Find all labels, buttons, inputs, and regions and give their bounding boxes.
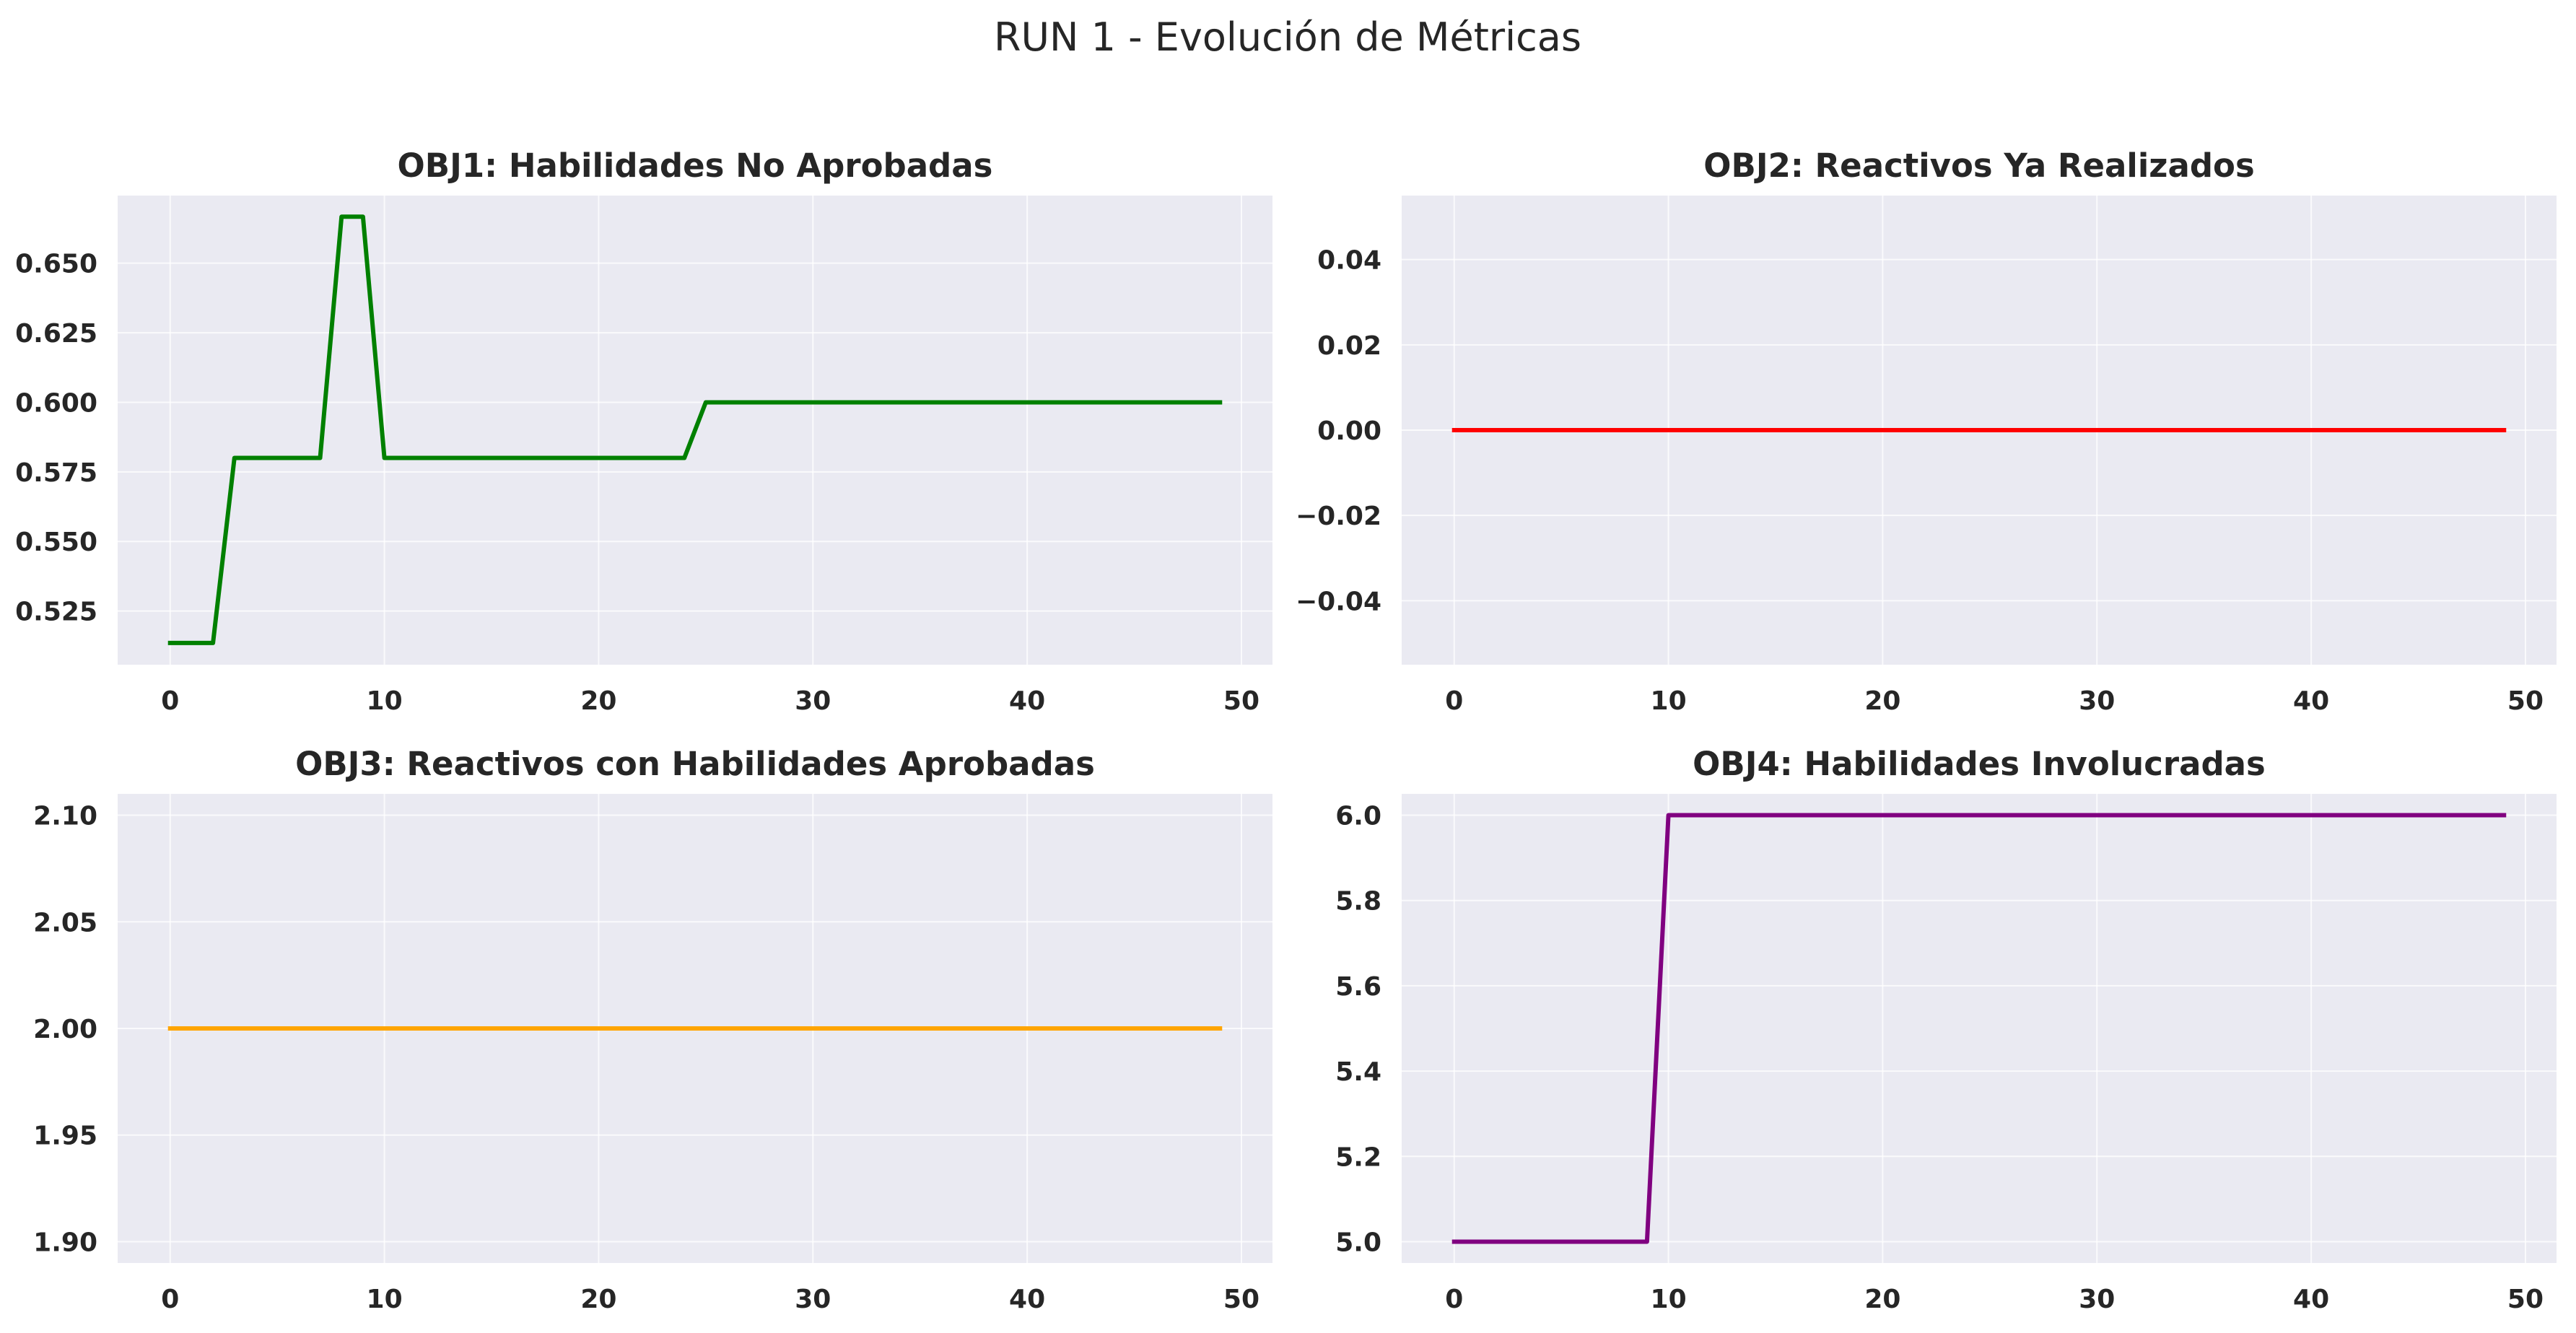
obj1-y-tick-label: 0.575 — [15, 458, 97, 488]
obj4-x-tick-label: 0 — [1445, 1285, 1463, 1314]
obj4-series-line — [1451, 813, 2507, 1244]
obj1-y-tick-label: 0.525 — [15, 598, 97, 627]
obj1-y-tick-label: 0.625 — [15, 319, 97, 349]
obj3-y-tick-label: 1.95 — [33, 1122, 97, 1151]
obj2-y-tick-label: 0.04 — [1317, 246, 1381, 276]
figure-title: RUN 1 - Evolución de Métricas — [994, 14, 1581, 60]
obj2-x-tick-label: 20 — [1864, 686, 1900, 716]
obj2-y-tick-label: −0.04 — [1296, 587, 1381, 616]
obj2-title: OBJ2: Reactivos Ya Realizados — [1703, 147, 2254, 185]
obj2-x-tick-label: 40 — [2293, 686, 2329, 716]
obj1-subplot: 0 10 20 30 40 50 0.525 0.550 0.575 0.600 0.625 0.65… — [15, 147, 1272, 716]
obj1-title: OBJ1: Habilidades No Aprobadas — [398, 147, 993, 185]
obj4-x-tick-label: 50 — [2507, 1285, 2544, 1314]
obj2-x-tick-label: 50 — [2507, 686, 2544, 716]
obj2-x-tick-label: 10 — [1651, 686, 1687, 716]
obj3-x-tick-label: 30 — [795, 1285, 831, 1314]
obj4-x-tick-label: 30 — [2079, 1285, 2115, 1314]
obj1-x-tick-label: 0 — [161, 686, 179, 716]
obj1-y-tick-label: 0.550 — [15, 528, 97, 557]
obj4-x-tick-label: 40 — [2293, 1285, 2329, 1314]
obj3-x-tick-label: 0 — [161, 1285, 179, 1314]
obj1-y-tick-label: 0.650 — [15, 250, 97, 279]
obj1-series-line — [167, 214, 1223, 645]
obj3-y-tick-label: 2.05 — [33, 908, 97, 938]
obj3-x-tick-label: 20 — [580, 1285, 616, 1314]
obj4-x-tick-label: 20 — [1864, 1285, 1900, 1314]
obj1-y-tick-label: 0.600 — [15, 388, 97, 418]
obj4-y-tick-label: 5.8 — [1335, 887, 1381, 917]
obj3-x-tick-label: 10 — [367, 1285, 403, 1314]
obj1-x-tick-label: 10 — [367, 686, 403, 716]
obj3-y-tick-label: 1.90 — [33, 1228, 97, 1257]
obj2-y-tick-label: 0.02 — [1317, 331, 1381, 361]
obj4-y-tick-label: 5.4 — [1335, 1057, 1381, 1087]
obj1-x-tick-label: 40 — [1009, 686, 1045, 716]
obj4-title: OBJ4: Habilidades Involucradas — [1693, 745, 2266, 783]
obj4-plot-area — [1402, 794, 2557, 1263]
obj4-y-tick-label: 6.0 — [1335, 802, 1381, 831]
obj2-x-tick-label: 0 — [1445, 686, 1463, 716]
obj2-x-tick-label: 30 — [2079, 686, 2115, 716]
obj3-y-tick-label: 2.00 — [33, 1015, 97, 1044]
obj4-y-tick-label: 5.6 — [1335, 972, 1381, 1002]
obj4-y-tick-label: 5.2 — [1335, 1142, 1381, 1172]
obj3-y-tick-label: 2.10 — [33, 802, 97, 831]
obj4-y-tick-label: 5.0 — [1335, 1228, 1381, 1257]
obj2-y-tick-label: 0.00 — [1317, 416, 1381, 446]
obj1-x-tick-label: 20 — [580, 686, 616, 716]
obj3-x-tick-label: 40 — [1009, 1285, 1045, 1314]
obj3-subplot: 0 10 20 30 40 50 1.90 1.95 2.00 2.05 2.10 OBJ3: Rea… — [33, 745, 1272, 1314]
obj4-x-tick-label: 10 — [1651, 1285, 1687, 1314]
obj3-title: OBJ3: Reactivos con Habilidades Aprobada… — [295, 745, 1095, 783]
obj2-subplot: 0 10 20 30 40 50 −0.04 −0.02 0.00 0.02 0.04 OBJ2: R… — [1296, 147, 2557, 716]
obj1-x-tick-label: 30 — [795, 686, 831, 716]
obj1-x-tick-label: 50 — [1223, 686, 1259, 716]
obj3-x-tick-label: 50 — [1223, 1285, 1259, 1314]
obj2-y-tick-label: −0.02 — [1296, 502, 1381, 531]
obj4-subplot: 0 10 20 30 40 50 5.0 5.2 5.4 5.6 5.8 6.0 OBJ4: Habil… — [1335, 745, 2557, 1314]
